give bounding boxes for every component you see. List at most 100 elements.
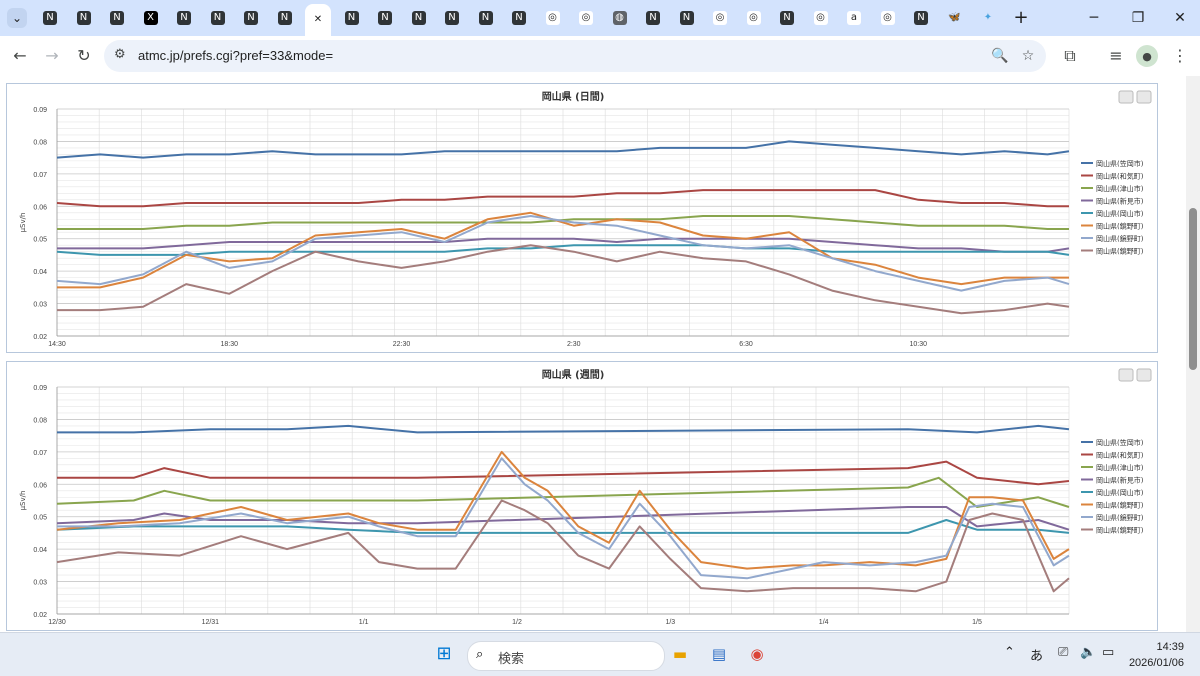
series-line — [57, 424, 1070, 434]
weekly-chart-panel: 0.09 0.08 0.07 0.06 0.05 0.04 0.03 0.02 12/30 12/… — [6, 361, 1158, 631]
reload-icon[interactable]: ↻ — [77, 46, 91, 65]
search-icon: ⌕ — [476, 647, 484, 662]
tab[interactable]: N — [908, 5, 934, 31]
chatgpt-icon: ◎ — [813, 11, 828, 25]
tab[interactable]: ◎ — [540, 5, 566, 31]
y-tick-label: 0.07 — [33, 450, 47, 457]
tab[interactable]: 🦋 — [942, 5, 968, 31]
profile-avatar[interactable]: ● — [1136, 45, 1158, 67]
page-content: 0.09 0.08 0.07 0.06 0.05 0.04 0.03 0.02 14:30 18:… — [0, 76, 1200, 632]
volume-icon[interactable]: 🔈 — [1080, 645, 1097, 660]
tab[interactable]: N — [506, 5, 532, 31]
series-line — [57, 460, 1070, 486]
series-line — [57, 211, 1069, 289]
chart-title: 岡山県 (週間) — [542, 368, 605, 381]
tab-search-button[interactable]: ⌄ — [7, 8, 27, 28]
windows-start-icon[interactable]: ⊞ — [436, 643, 452, 664]
tab[interactable]: ◎ — [741, 5, 767, 31]
x-tick-label: 1/3 — [665, 619, 675, 626]
series-line — [56, 189, 1069, 208]
tray-overflow-icon[interactable]: ⌃ — [1004, 645, 1015, 660]
new-tab-button[interactable]: + — [1013, 7, 1029, 28]
tab[interactable]: N — [674, 5, 700, 31]
bookmark-star-icon[interactable]: ☆ — [1021, 48, 1035, 64]
maximize-button[interactable]: ❐ — [1131, 10, 1145, 26]
tab[interactable]: ◎ — [707, 5, 733, 31]
chrome-icon[interactable]: ◉ — [750, 645, 764, 663]
reading-list-icon[interactable]: ≡ — [1109, 46, 1123, 65]
file-explorer-icon[interactable]: ▬ — [672, 645, 688, 663]
x-tick-label: 6:30 — [739, 341, 753, 348]
legend-label: 岡山県(鏡野町) — [1096, 234, 1144, 243]
legend-label: 岡山県(新見市) — [1096, 476, 1144, 485]
notepad-icon[interactable]: ▤ — [711, 645, 727, 663]
legend-label: 岡山県(新見市) — [1096, 197, 1144, 206]
tab[interactable]: N — [339, 5, 365, 31]
x-tick-label: 18:30 — [220, 341, 238, 348]
clock-date[interactable]: 2026/01/06 — [1128, 657, 1184, 669]
legend-label: 岡山県(津山市) — [1096, 184, 1144, 193]
tab-active[interactable]: ✕ — [305, 4, 331, 36]
tab[interactable]: N — [439, 5, 465, 31]
tab[interactable]: N — [104, 5, 130, 31]
zoom-icon[interactable]: 🔍 — [991, 48, 1009, 64]
tab[interactable]: N — [372, 5, 398, 31]
legend-label: 岡山県(笠岡市) — [1096, 159, 1144, 168]
y-tick-label: 0.08 — [33, 139, 47, 146]
ime-indicator[interactable]: あ — [1030, 649, 1044, 664]
tab[interactable]: N — [71, 5, 97, 31]
globe-icon: ◍ — [612, 11, 627, 25]
bluesky-icon: 🦋 — [948, 12, 961, 23]
tab[interactable]: ◍ — [607, 5, 633, 31]
tab[interactable]: N — [473, 5, 499, 31]
chatgpt-icon: ◎ — [579, 11, 593, 25]
legend-label: 岡山県(和気町) — [1096, 451, 1144, 460]
scrollbar-thumb[interactable] — [1189, 208, 1197, 370]
y-tick-label: 0.03 — [33, 302, 47, 309]
clock-time[interactable]: 14:39 — [1156, 641, 1184, 653]
menu-icon[interactable]: ⋮ — [1172, 46, 1188, 65]
tab[interactable]: N — [37, 5, 63, 31]
download-icon — [1136, 90, 1152, 104]
tab[interactable]: ◎ — [875, 5, 901, 31]
tab[interactable]: a — [841, 5, 867, 31]
series-line — [56, 215, 1070, 292]
legend-label: 岡山県(笠岡市) — [1096, 438, 1144, 447]
forward-icon[interactable]: → — [45, 46, 59, 65]
tab[interactable]: N — [171, 5, 197, 31]
minimize-button[interactable]: ─ — [1089, 10, 1099, 26]
battery-icon[interactable]: ▭ — [1102, 645, 1115, 660]
notion-icon: N — [177, 11, 191, 25]
tab[interactable]: X — [138, 5, 164, 31]
tab[interactable]: N — [406, 5, 432, 31]
series-line — [57, 457, 1070, 580]
tab[interactable]: N — [774, 5, 800, 31]
tab[interactable]: N — [272, 5, 298, 31]
network-icon[interactable]: ⎚ — [1058, 645, 1069, 660]
print-icon — [1118, 90, 1134, 104]
x-tick-label: 2:30 — [567, 341, 581, 348]
chatgpt-icon: ◎ — [713, 11, 727, 25]
close-window-button[interactable]: ✕ — [1174, 10, 1186, 26]
notion-icon: N — [411, 11, 426, 25]
taskbar-search[interactable]: ⌕ 検索 — [467, 641, 665, 671]
series-line — [56, 244, 1070, 256]
tab[interactable]: ◎ — [808, 5, 834, 31]
notion-icon: N — [378, 11, 392, 25]
site-info-icon[interactable]: ⚙ — [114, 47, 126, 62]
series-line — [57, 237, 1070, 253]
legend-label: 岡山県(鏡野町) — [1096, 526, 1144, 535]
chatgpt-icon: ◎ — [545, 11, 560, 25]
tab[interactable]: N — [238, 5, 264, 31]
address-bar[interactable]: ⚙ atmc.jp/prefs.cgi?pref=33&mode= 🔍 ☆ — [104, 40, 1046, 72]
tab[interactable]: ◎ — [573, 5, 599, 31]
series-line — [56, 499, 1070, 593]
tab[interactable]: N — [640, 5, 666, 31]
back-icon[interactable]: ← — [13, 46, 27, 65]
tab[interactable]: ✦ — [975, 5, 1001, 31]
extensions-icon[interactable]: ⧉ — [1064, 46, 1076, 65]
sparkle-icon: ✦ — [983, 12, 993, 23]
page-scrollbar[interactable] — [1186, 76, 1200, 632]
tab[interactable]: N — [205, 5, 231, 31]
